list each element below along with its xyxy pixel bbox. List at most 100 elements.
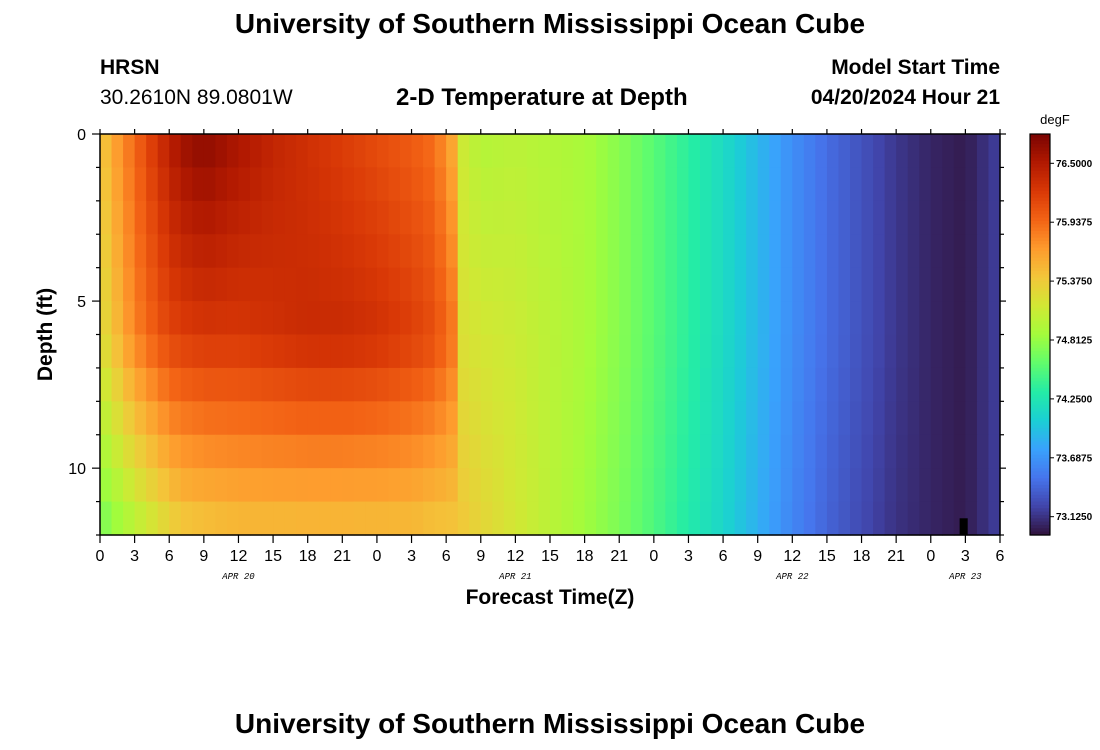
heatmap-cell xyxy=(573,501,586,536)
heatmap-cell xyxy=(815,134,828,169)
heatmap-cell xyxy=(919,200,932,235)
heatmap-cell xyxy=(896,200,909,235)
x-tick-label: 6 xyxy=(719,548,728,565)
heatmap-cell xyxy=(238,367,251,402)
heatmap-cell xyxy=(192,501,205,536)
heatmap-cell xyxy=(907,334,920,369)
heatmap-cell xyxy=(953,200,966,235)
heatmap-cell xyxy=(250,501,263,536)
heatmap-cell xyxy=(515,167,528,202)
heatmap-cell xyxy=(503,434,516,469)
heatmap-cell xyxy=(550,234,563,269)
colorbar-segment xyxy=(1030,264,1050,269)
colorbar-segment xyxy=(1030,234,1050,239)
heatmap-cell xyxy=(573,234,586,269)
heatmap-cell xyxy=(746,301,759,336)
heatmap-cell xyxy=(653,501,666,536)
heatmap-cell xyxy=(676,468,690,503)
heatmap-cell xyxy=(526,134,540,169)
heatmap-cell xyxy=(411,134,424,169)
heatmap-cell xyxy=(307,468,320,503)
heatmap-cell xyxy=(734,434,747,469)
heatmap-cell xyxy=(388,200,401,235)
heatmap-cell xyxy=(573,434,586,469)
heatmap-cell xyxy=(561,301,574,336)
heatmap-cell xyxy=(988,501,1001,536)
colorbar-segment xyxy=(1030,341,1050,346)
heatmap-cell xyxy=(550,301,563,336)
x-tick-label: 0 xyxy=(372,548,381,565)
heatmap-cell xyxy=(365,434,378,469)
heatmap-cell xyxy=(942,334,955,369)
heatmap-cell xyxy=(434,501,447,536)
heatmap-cell xyxy=(596,367,609,402)
x-tick-label: 6 xyxy=(996,548,1005,565)
heatmap-cell xyxy=(296,167,309,202)
heatmap-cell xyxy=(388,434,401,469)
colorbar-segment xyxy=(1030,434,1050,439)
heatmap-cell xyxy=(792,468,805,503)
heatmap-cell xyxy=(342,468,355,503)
heatmap-cell xyxy=(826,134,840,169)
heatmap-cell xyxy=(700,301,713,336)
heatmap-cell xyxy=(653,200,666,235)
heatmap-cell xyxy=(757,367,770,402)
heatmap-cell xyxy=(688,401,701,436)
x-tick-label: 12 xyxy=(230,548,248,565)
heatmap-cell xyxy=(630,267,643,302)
heatmap-cell xyxy=(134,134,147,169)
heatmap-cell xyxy=(596,134,609,169)
heatmap-cell xyxy=(607,134,620,169)
heatmap-cell xyxy=(803,468,816,503)
heatmap-cell xyxy=(988,301,1001,336)
heatmap-cell xyxy=(826,434,840,469)
colorbar-segment xyxy=(1030,287,1050,292)
heatmap-cell xyxy=(757,301,770,336)
heatmap-cell xyxy=(561,200,574,235)
heatmap-cell xyxy=(642,468,655,503)
heatmap-cell xyxy=(642,434,655,469)
heatmap-cell xyxy=(353,401,366,436)
heatmap-cell xyxy=(976,401,990,436)
heatmap-cell xyxy=(238,301,251,336)
heatmap-cell xyxy=(896,167,909,202)
heatmap-cell xyxy=(365,334,378,369)
heatmap-cell xyxy=(169,334,182,369)
heatmap-cell xyxy=(550,367,563,402)
heatmap-cell xyxy=(180,200,193,235)
heatmap-cell xyxy=(711,234,724,269)
heatmap-cell xyxy=(815,401,828,436)
x-date-label: APR 23 xyxy=(948,572,982,582)
heatmap-cell xyxy=(134,234,147,269)
heatmap-cell xyxy=(630,501,643,536)
chart-marker xyxy=(959,518,968,535)
heatmap-cell xyxy=(873,267,886,302)
heatmap-cell xyxy=(365,301,378,336)
heatmap-cell xyxy=(284,468,297,503)
heatmap-cell xyxy=(757,434,770,469)
heatmap-cell xyxy=(607,501,620,536)
heatmap-cell xyxy=(400,200,413,235)
heatmap-cell xyxy=(111,267,124,302)
heatmap-cell xyxy=(988,200,1001,235)
heatmap-cell xyxy=(226,367,240,402)
heatmap-cell xyxy=(584,434,597,469)
colorbar-segment xyxy=(1030,351,1050,356)
heatmap-cell xyxy=(146,134,159,169)
heatmap-cell xyxy=(215,401,228,436)
heatmap-cell xyxy=(400,334,413,369)
heatmap-cell xyxy=(688,501,701,536)
heatmap-cell xyxy=(365,367,378,402)
colorbar-segment xyxy=(1030,134,1050,138)
colorbar-frame xyxy=(1029,133,1051,536)
heatmap-cell xyxy=(815,200,828,235)
heatmap-cell xyxy=(988,434,1001,469)
heatmap-cell xyxy=(942,367,955,402)
heatmap-cell xyxy=(573,367,586,402)
heatmap-cell xyxy=(619,468,632,503)
heatmap-cell xyxy=(515,234,528,269)
heatmap-cell xyxy=(284,167,297,202)
heatmap-cell xyxy=(653,401,666,436)
colorbar-tick-label: 73.1250 xyxy=(1056,512,1093,523)
